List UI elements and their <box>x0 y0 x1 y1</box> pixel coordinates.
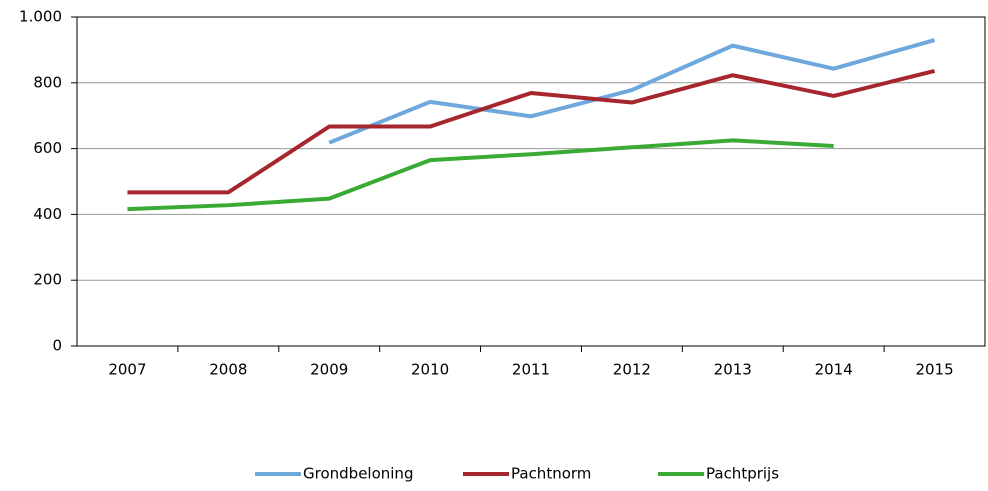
x-tick-label: 2007 <box>108 361 146 379</box>
y-tick-label: 400 <box>33 205 62 223</box>
x-tick-label: 2014 <box>815 361 853 379</box>
y-tick-label: 800 <box>33 73 62 91</box>
series-line <box>127 138 834 212</box>
x-tick-label: 2013 <box>714 361 752 379</box>
x-tick-label: 2015 <box>915 361 953 379</box>
x-tick-label: 2008 <box>209 361 247 379</box>
legend-label: Pachtnorm <box>511 465 591 483</box>
series-line <box>127 69 936 195</box>
x-tick-label: 2012 <box>613 361 651 379</box>
y-tick-label: 0 <box>52 337 62 355</box>
y-tick-label: 600 <box>33 139 62 157</box>
legend-label: Pachtprijs <box>706 465 779 483</box>
legend-label: Grondbeloning <box>303 465 413 483</box>
y-tick-label: 200 <box>33 271 62 289</box>
series-line <box>328 38 936 145</box>
x-tick-label: 2011 <box>512 361 550 379</box>
y-tick-label: 1.000 <box>19 8 62 26</box>
plot-border <box>76 16 986 347</box>
x-tick-label: 2010 <box>411 361 449 379</box>
x-tick-label: 2009 <box>310 361 348 379</box>
